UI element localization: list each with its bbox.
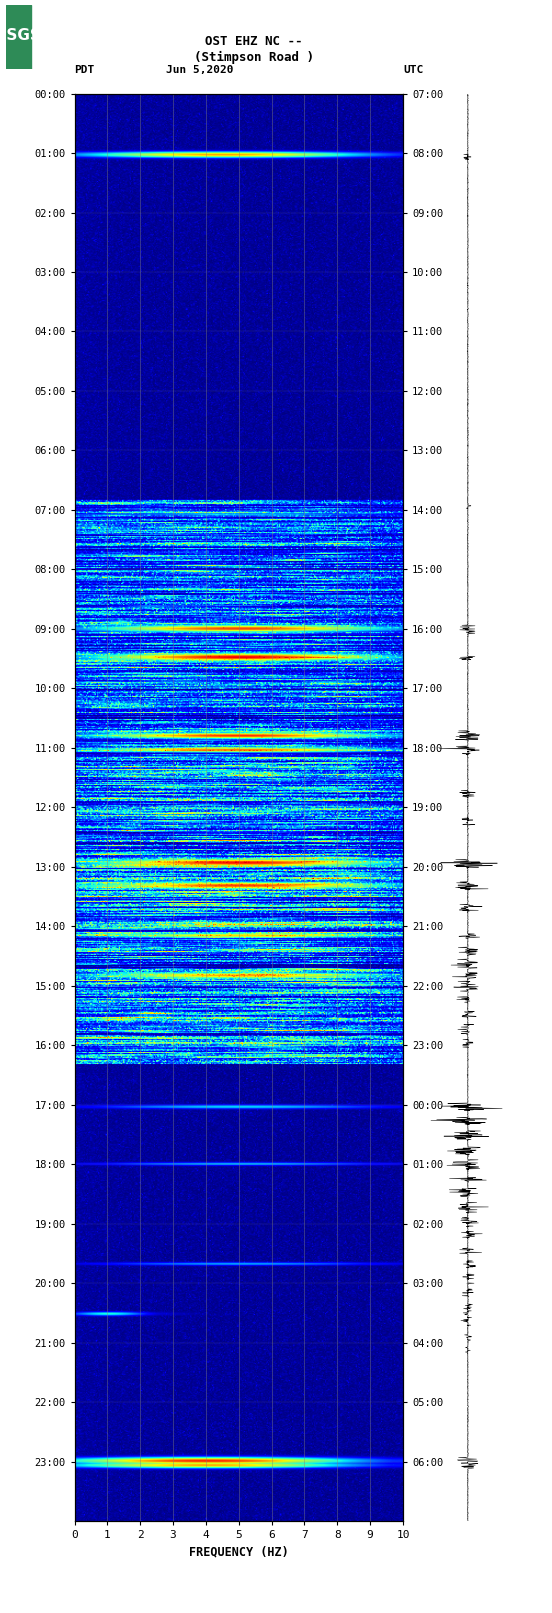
Bar bbox=[6, 5, 31, 69]
Text: (Stimpson Road ): (Stimpson Road ) bbox=[194, 50, 314, 65]
Text: USGS: USGS bbox=[0, 29, 41, 44]
Text: PDT: PDT bbox=[75, 65, 95, 76]
X-axis label: FREQUENCY (HZ): FREQUENCY (HZ) bbox=[189, 1545, 289, 1558]
Text: OST EHZ NC --: OST EHZ NC -- bbox=[205, 35, 302, 48]
Text: Jun 5,2020: Jun 5,2020 bbox=[166, 65, 233, 76]
Text: UTC: UTC bbox=[403, 65, 423, 76]
